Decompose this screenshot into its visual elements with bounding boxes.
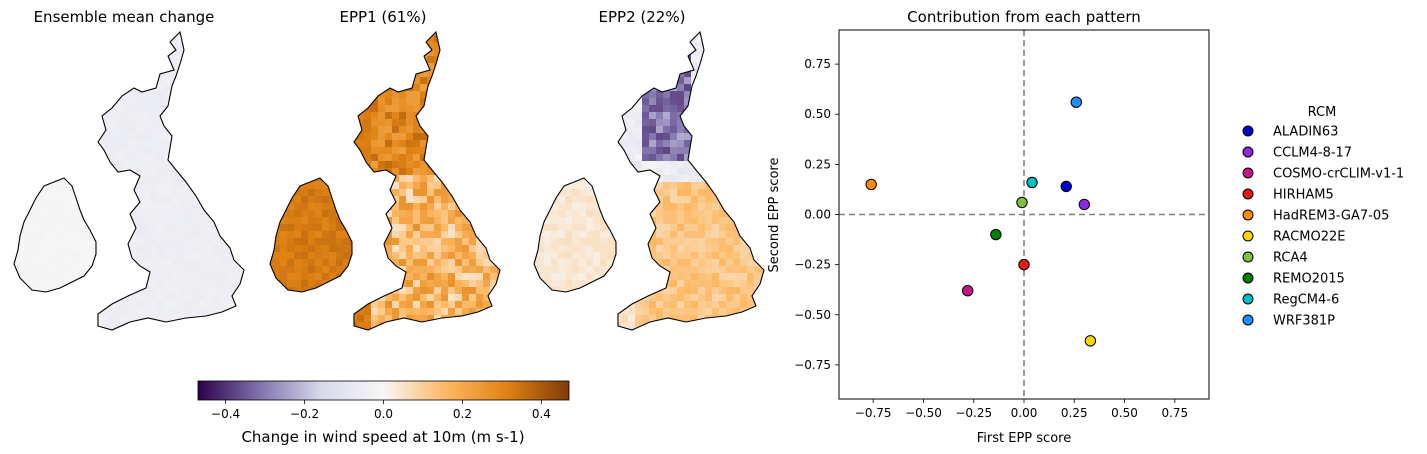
colorbar-ticks: −0.4 −0.2 0.0 0.2 0.4 [211,400,551,421]
y-tick-label: 0.25 [804,157,831,171]
legend-marker [1242,293,1254,305]
colorbar-gradient [197,380,570,401]
map-fill [533,31,765,331]
colorbar: −0.4 −0.2 0.0 0.2 0.4 Change in wind speed a… [197,380,570,446]
legend-label: ALADIN63 [1273,125,1338,140]
x-tick-label: −0.75 [855,406,892,420]
y-axis-label: Second EPP score [767,158,782,273]
colorbar-tick-label: −0.4 [211,407,240,421]
point-racmo22e [1084,335,1097,347]
map-title: Ensemble mean change [34,8,215,26]
legend-marker [1242,188,1254,200]
legend-label: COSMO-crCLIM-v1-1 [1273,167,1404,182]
colorbar-tick-label: −0.2 [290,407,319,421]
chart-title: Contribution from each pattern [907,8,1141,26]
legend-label: RegCM4-6 [1273,293,1339,308]
legend-marker [1242,251,1254,263]
colorbar-label: Change in wind speed at 10m (m s-1) [241,428,524,446]
epp2-map: EPP2 (22%) [533,8,765,331]
point-cclm4-8-17 [1078,198,1091,211]
map-title: EPP2 (22%) [599,8,686,26]
legend-marker [1242,272,1254,284]
legend-items: ALADIN63 CCLM4-8-17 COSMO-crCLIM-v1-1 HIRHA… [1242,125,1404,329]
land-cells [270,32,500,330]
point-cosmo-crclim-v1-1 [961,285,974,297]
map-fill [269,31,501,331]
x-tick-label: 0.75 [1161,406,1188,420]
y-tick-label: 0.75 [804,57,831,71]
legend-marker [1242,167,1254,179]
legend: RCM ALADIN63 CCLM4-8-17 COSMO-crCLIM-v1-1 H… [1242,105,1404,329]
land-cells [534,32,764,330]
legend-label: RCA4 [1273,251,1308,266]
x-tick-label: 0.50 [1111,406,1138,420]
x-tick-label: 0.25 [1061,406,1088,420]
legend-marker [1242,230,1254,242]
colorbar-tick-label: 0.4 [532,407,551,421]
map-fill [13,31,245,331]
y-tick-label: −0.25 [794,258,831,272]
x-tick-label: −0.25 [955,406,992,420]
ensemble-mean-map: Ensemble mean change [13,8,245,331]
point-hirham5 [1018,258,1030,271]
y-tick-label: −0.75 [794,358,831,372]
legend-title: RCM [1308,105,1337,120]
legend-label: HIRHAM5 [1273,188,1334,203]
legend-marker [1242,314,1254,326]
point-remo2015 [990,228,1002,241]
point-regcm4-6 [1026,176,1038,189]
x-ticks: −0.75 −0.50 −0.25 0.00 0.25 0.50 0.75 [855,399,1188,420]
colorbar-tick-label: 0.2 [453,407,472,421]
y-ticks: 0.75 0.50 0.25 0.00 −0.25 −0.50 −0.75 [794,57,839,372]
legend-marker [1242,209,1254,221]
point-aladin63 [1060,180,1072,193]
legend-label: RACMO22E [1273,230,1345,245]
reference-lines [839,30,1209,399]
scatter-plot: Contribution from each pattern −0.75 −0.5… [767,8,1210,446]
legend-label: WRF381P [1273,314,1335,329]
x-tick-label: 0.00 [1011,406,1038,420]
epp1-map: EPP1 (61%) [269,8,501,331]
point-hadrem3-ga7-05 [865,178,877,191]
legend-label: CCLM4-8-17 [1273,146,1352,161]
legend-marker [1242,146,1254,158]
y-tick-label: −0.50 [794,308,831,322]
legend-label: REMO2015 [1273,272,1345,287]
y-tick-label: 0.50 [804,107,831,121]
data-points [865,96,1097,347]
x-tick-label: −0.50 [905,406,942,420]
point-wrf381p [1070,96,1082,108]
colorbar-tick-label: 0.0 [374,407,393,421]
legend-marker [1242,125,1254,137]
land-cells [14,32,244,330]
legend-label: HadREM3-GA7-05 [1273,209,1389,224]
map-title: EPP1 (61%) [340,8,427,26]
point-rca4 [1016,196,1028,209]
y-tick-label: 0.00 [804,208,831,222]
x-axis-label: First EPP score [977,431,1071,446]
